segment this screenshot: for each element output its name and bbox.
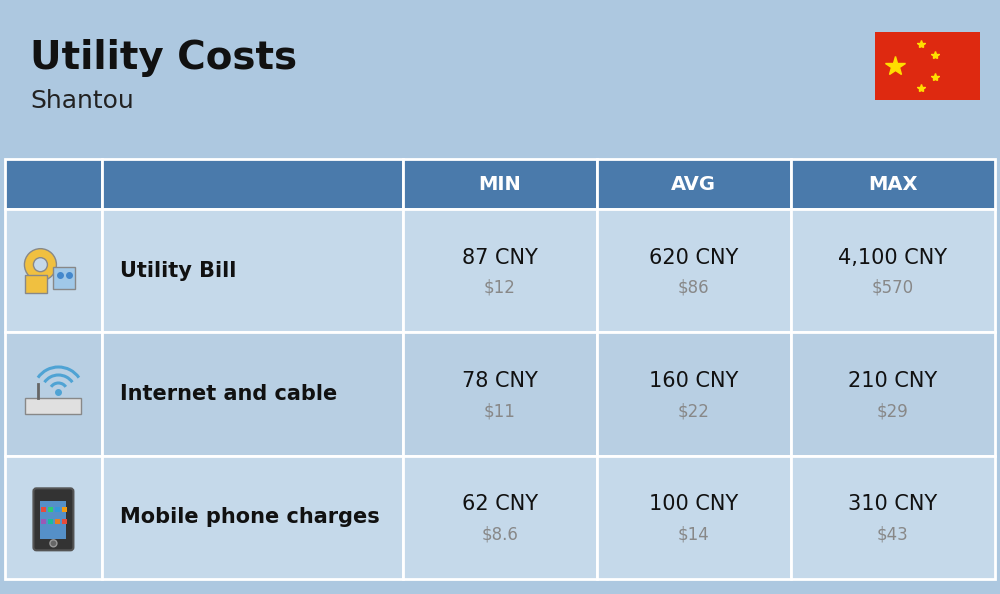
Text: Utility Bill: Utility Bill xyxy=(120,261,236,281)
Text: $29: $29 xyxy=(877,402,909,420)
Bar xyxy=(55,519,60,524)
Bar xyxy=(25,398,81,414)
Bar xyxy=(41,507,46,512)
Text: $22: $22 xyxy=(678,402,710,420)
Text: $11: $11 xyxy=(484,402,516,420)
Bar xyxy=(791,456,995,579)
Bar xyxy=(597,456,791,579)
Text: 310 CNY: 310 CNY xyxy=(848,494,937,514)
Bar xyxy=(791,159,995,209)
Circle shape xyxy=(50,540,57,547)
Bar xyxy=(5,456,102,579)
Bar xyxy=(5,332,102,456)
Text: 78 CNY: 78 CNY xyxy=(462,371,538,391)
Bar xyxy=(41,519,46,524)
Bar xyxy=(403,332,597,456)
Bar xyxy=(102,332,403,456)
FancyBboxPatch shape xyxy=(33,488,73,550)
Bar xyxy=(791,332,995,456)
Bar xyxy=(62,519,67,524)
Text: 210 CNY: 210 CNY xyxy=(848,371,937,391)
Bar xyxy=(403,159,597,209)
Text: 87 CNY: 87 CNY xyxy=(462,248,538,268)
Text: Shantou: Shantou xyxy=(30,89,134,113)
Bar xyxy=(102,209,403,332)
Text: $12: $12 xyxy=(484,279,516,296)
Bar xyxy=(25,274,47,293)
Bar xyxy=(53,267,75,289)
Bar xyxy=(875,32,980,100)
Bar xyxy=(5,209,102,332)
Bar xyxy=(597,209,791,332)
Text: Internet and cable: Internet and cable xyxy=(120,384,337,404)
Text: AVG: AVG xyxy=(671,175,716,194)
Text: Utility Costs: Utility Costs xyxy=(30,39,297,77)
Text: $43: $43 xyxy=(877,525,909,544)
Bar xyxy=(597,159,791,209)
Bar xyxy=(48,507,53,512)
Bar xyxy=(791,209,995,332)
Text: $86: $86 xyxy=(678,279,710,296)
Text: $570: $570 xyxy=(872,279,914,296)
Bar xyxy=(102,456,403,579)
Circle shape xyxy=(33,258,47,271)
Text: Mobile phone charges: Mobile phone charges xyxy=(120,507,380,527)
Text: 620 CNY: 620 CNY xyxy=(649,248,738,268)
Bar xyxy=(5,159,102,209)
Bar xyxy=(403,209,597,332)
Text: 100 CNY: 100 CNY xyxy=(649,494,738,514)
Bar xyxy=(597,332,791,456)
Text: $8.6: $8.6 xyxy=(482,525,518,544)
Bar xyxy=(55,507,60,512)
Circle shape xyxy=(24,249,56,281)
Bar xyxy=(403,456,597,579)
Bar xyxy=(48,519,53,524)
Bar xyxy=(40,501,66,539)
Text: $14: $14 xyxy=(678,525,710,544)
Text: MIN: MIN xyxy=(479,175,521,194)
Text: MAX: MAX xyxy=(868,175,918,194)
Bar xyxy=(102,159,403,209)
Bar xyxy=(62,507,67,512)
Text: 4,100 CNY: 4,100 CNY xyxy=(838,248,947,268)
Text: 62 CNY: 62 CNY xyxy=(462,494,538,514)
Text: 160 CNY: 160 CNY xyxy=(649,371,738,391)
